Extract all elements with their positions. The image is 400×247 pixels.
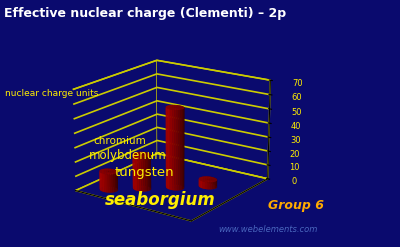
- Text: Group 6: Group 6: [268, 199, 324, 211]
- Text: chromium: chromium: [94, 136, 146, 146]
- Text: www.webelements.com: www.webelements.com: [218, 225, 318, 234]
- Text: tungsten: tungsten: [114, 166, 174, 179]
- Text: molybdenum: molybdenum: [89, 149, 167, 162]
- Text: nuclear charge units: nuclear charge units: [5, 89, 99, 98]
- Text: seaborgium: seaborgium: [105, 191, 215, 209]
- Text: Effective nuclear charge (Clementi) – 2p: Effective nuclear charge (Clementi) – 2p: [4, 7, 286, 21]
